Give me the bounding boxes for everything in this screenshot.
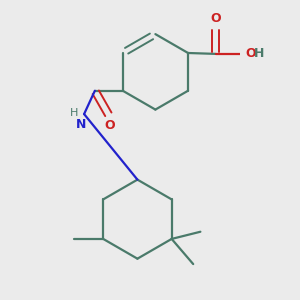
Text: O: O [245, 47, 256, 60]
Text: N: N [76, 118, 86, 131]
Text: O: O [105, 119, 116, 133]
Text: H: H [254, 47, 264, 60]
Text: O: O [211, 12, 221, 25]
Text: H: H [70, 108, 78, 118]
